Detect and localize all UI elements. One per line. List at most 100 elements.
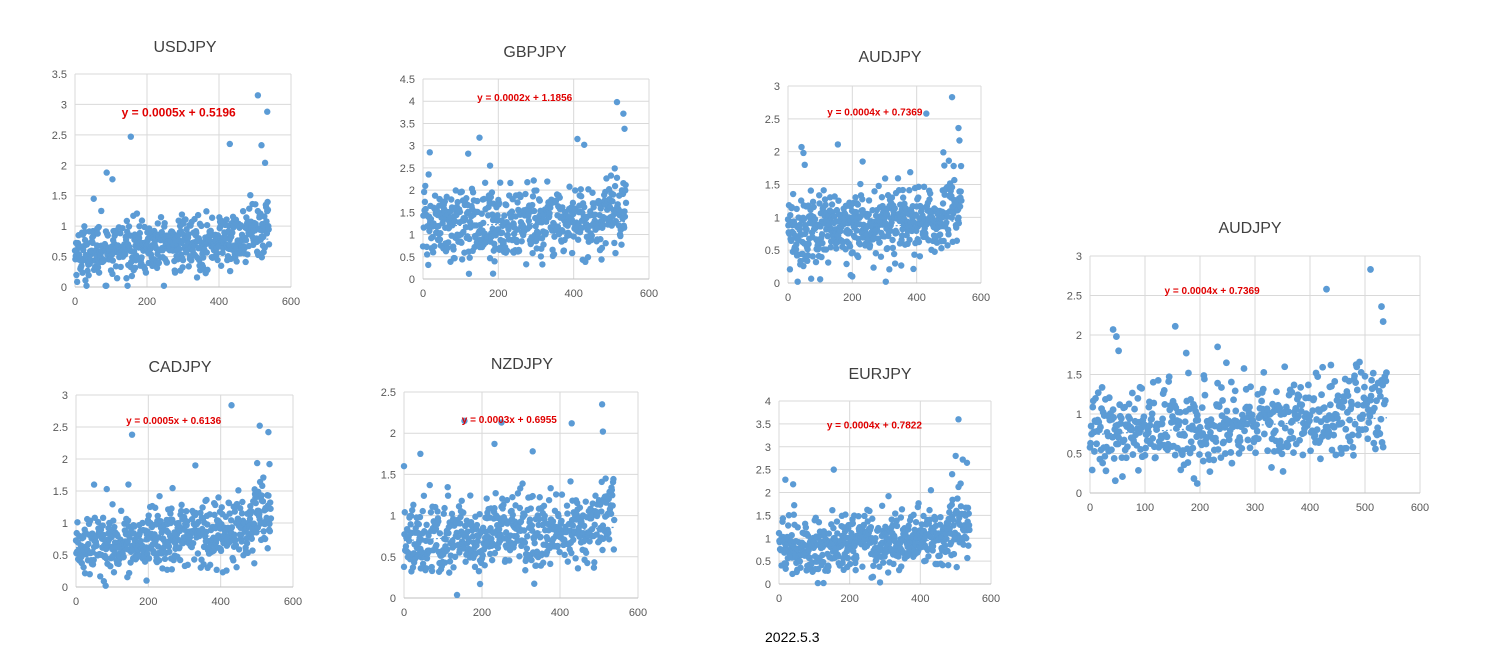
scatter-point xyxy=(1340,397,1348,405)
scatter-point xyxy=(830,524,837,532)
scatter-point xyxy=(491,258,498,265)
trendline-equation: y = 0.0005x + 0.5196 xyxy=(122,106,236,120)
scatter-point xyxy=(537,253,545,260)
scatter-point xyxy=(1276,437,1284,445)
scatter-point xyxy=(264,545,271,552)
scatter-point xyxy=(891,205,898,212)
scatter-point xyxy=(145,555,153,562)
scatter-point xyxy=(927,487,935,494)
scatter-point xyxy=(166,548,173,555)
scatter-point xyxy=(407,512,415,519)
scatter-points xyxy=(775,416,973,587)
scatter-point xyxy=(528,556,535,564)
scatter-point xyxy=(804,252,812,259)
scatter-point xyxy=(955,124,962,132)
scatter-point xyxy=(1365,419,1373,426)
scatter-point xyxy=(809,198,817,206)
scatter-point xyxy=(422,182,429,190)
y-tick-label: 4 xyxy=(409,96,415,108)
y-tick-label: 4 xyxy=(765,396,771,408)
scatter-point xyxy=(1094,389,1102,397)
scatter-point xyxy=(460,509,467,516)
scatter-point xyxy=(875,524,882,532)
scatter-point xyxy=(1359,411,1367,419)
scatter-point xyxy=(894,175,902,182)
scatter-point xyxy=(265,492,272,499)
chart-svg: 0 0.5 1 1.5 2 2.5 3 3.5 4 4.5 0 200 400 600 y = 0.0002… xyxy=(400,74,658,300)
scatter-point xyxy=(1115,428,1123,436)
scatter-point xyxy=(450,564,457,571)
scatter-point xyxy=(1307,447,1314,455)
scatter-point xyxy=(242,236,250,244)
scatter-point xyxy=(103,169,110,176)
scatter-point xyxy=(133,210,141,217)
scatter-point xyxy=(797,564,804,571)
scatter-point xyxy=(436,236,444,243)
x-tick-label: 400 xyxy=(211,596,229,608)
scatter-point xyxy=(888,194,896,201)
scatter-point xyxy=(526,223,533,230)
scatter-point xyxy=(814,579,822,587)
scatter-point xyxy=(578,193,585,200)
chart-title: AUDJPY xyxy=(858,49,922,66)
scatter-point xyxy=(400,462,408,470)
scatter-point xyxy=(480,195,488,203)
scatter-point xyxy=(1110,455,1118,462)
scatter-point xyxy=(517,485,524,492)
chart-svg: 0 0.5 1 1.5 2 2.5 3 0 200 400 600 y = 0.0005x + 0.6… xyxy=(53,390,302,608)
scatter-point xyxy=(514,199,521,206)
scatter-point xyxy=(965,521,973,529)
scatter-point xyxy=(865,211,872,218)
scatter-point xyxy=(213,566,220,574)
scatter-point xyxy=(1092,395,1099,402)
scatter-point xyxy=(528,522,536,529)
scatter-point xyxy=(797,197,805,204)
scatter-point xyxy=(1110,414,1118,421)
scatter-point xyxy=(498,419,505,426)
scatter-point xyxy=(246,205,253,212)
scatter-point xyxy=(260,474,267,481)
trendline-equation: y = 0.0003x + 0.6955 xyxy=(462,415,558,426)
scatter-point xyxy=(1194,416,1202,424)
scatter-point xyxy=(169,516,176,523)
scatter-point xyxy=(1361,383,1368,391)
scatter-point xyxy=(844,554,852,562)
scatter-point xyxy=(582,498,589,505)
scatter-point xyxy=(867,523,875,531)
scatter-point xyxy=(580,522,588,530)
scatter-point xyxy=(556,194,563,201)
scatter-point xyxy=(109,176,116,183)
scatter-point xyxy=(143,577,150,584)
scatter-point xyxy=(1240,365,1248,372)
usdjpy-chart: USDJPY 0 0.5 1 1.5 2 2.5 3 3.5 0 200 400 600 y = 0.0… xyxy=(40,35,321,317)
scatter-point xyxy=(94,518,102,526)
chart-svg: 0 0.5 1 1.5 2 2.5 3 3.5 0 200 400 600 y = 0.0005x + … xyxy=(52,69,300,308)
y-tick-label: 3 xyxy=(409,141,415,153)
scatter-point xyxy=(109,501,116,508)
scatter-point xyxy=(960,541,967,548)
chart-title: CADJPY xyxy=(148,359,212,376)
scatter-point xyxy=(886,266,893,273)
scatter-point xyxy=(408,507,416,514)
scatter-point xyxy=(1184,459,1192,466)
scatter-point xyxy=(1349,443,1357,451)
scatter-point xyxy=(1281,363,1289,371)
scatter-point xyxy=(226,267,234,275)
scatter-point xyxy=(550,251,558,258)
scatter-point xyxy=(558,491,566,498)
scatter-point xyxy=(488,556,496,564)
scatter-point xyxy=(235,546,243,553)
scatter-point xyxy=(466,254,473,261)
y-tick-label: 3.5 xyxy=(400,118,415,130)
scatter-point xyxy=(203,208,210,215)
scatter-point xyxy=(831,193,838,200)
scatter-point xyxy=(1314,373,1322,381)
scatter-point xyxy=(423,243,430,251)
scatter-point xyxy=(128,272,136,280)
scatter-point xyxy=(525,217,533,225)
scatter-point xyxy=(1298,401,1306,409)
x-tick-label: 200 xyxy=(840,593,858,605)
scatter-point xyxy=(74,519,81,526)
scatter-point xyxy=(1263,405,1271,413)
scatter-point xyxy=(870,264,877,271)
